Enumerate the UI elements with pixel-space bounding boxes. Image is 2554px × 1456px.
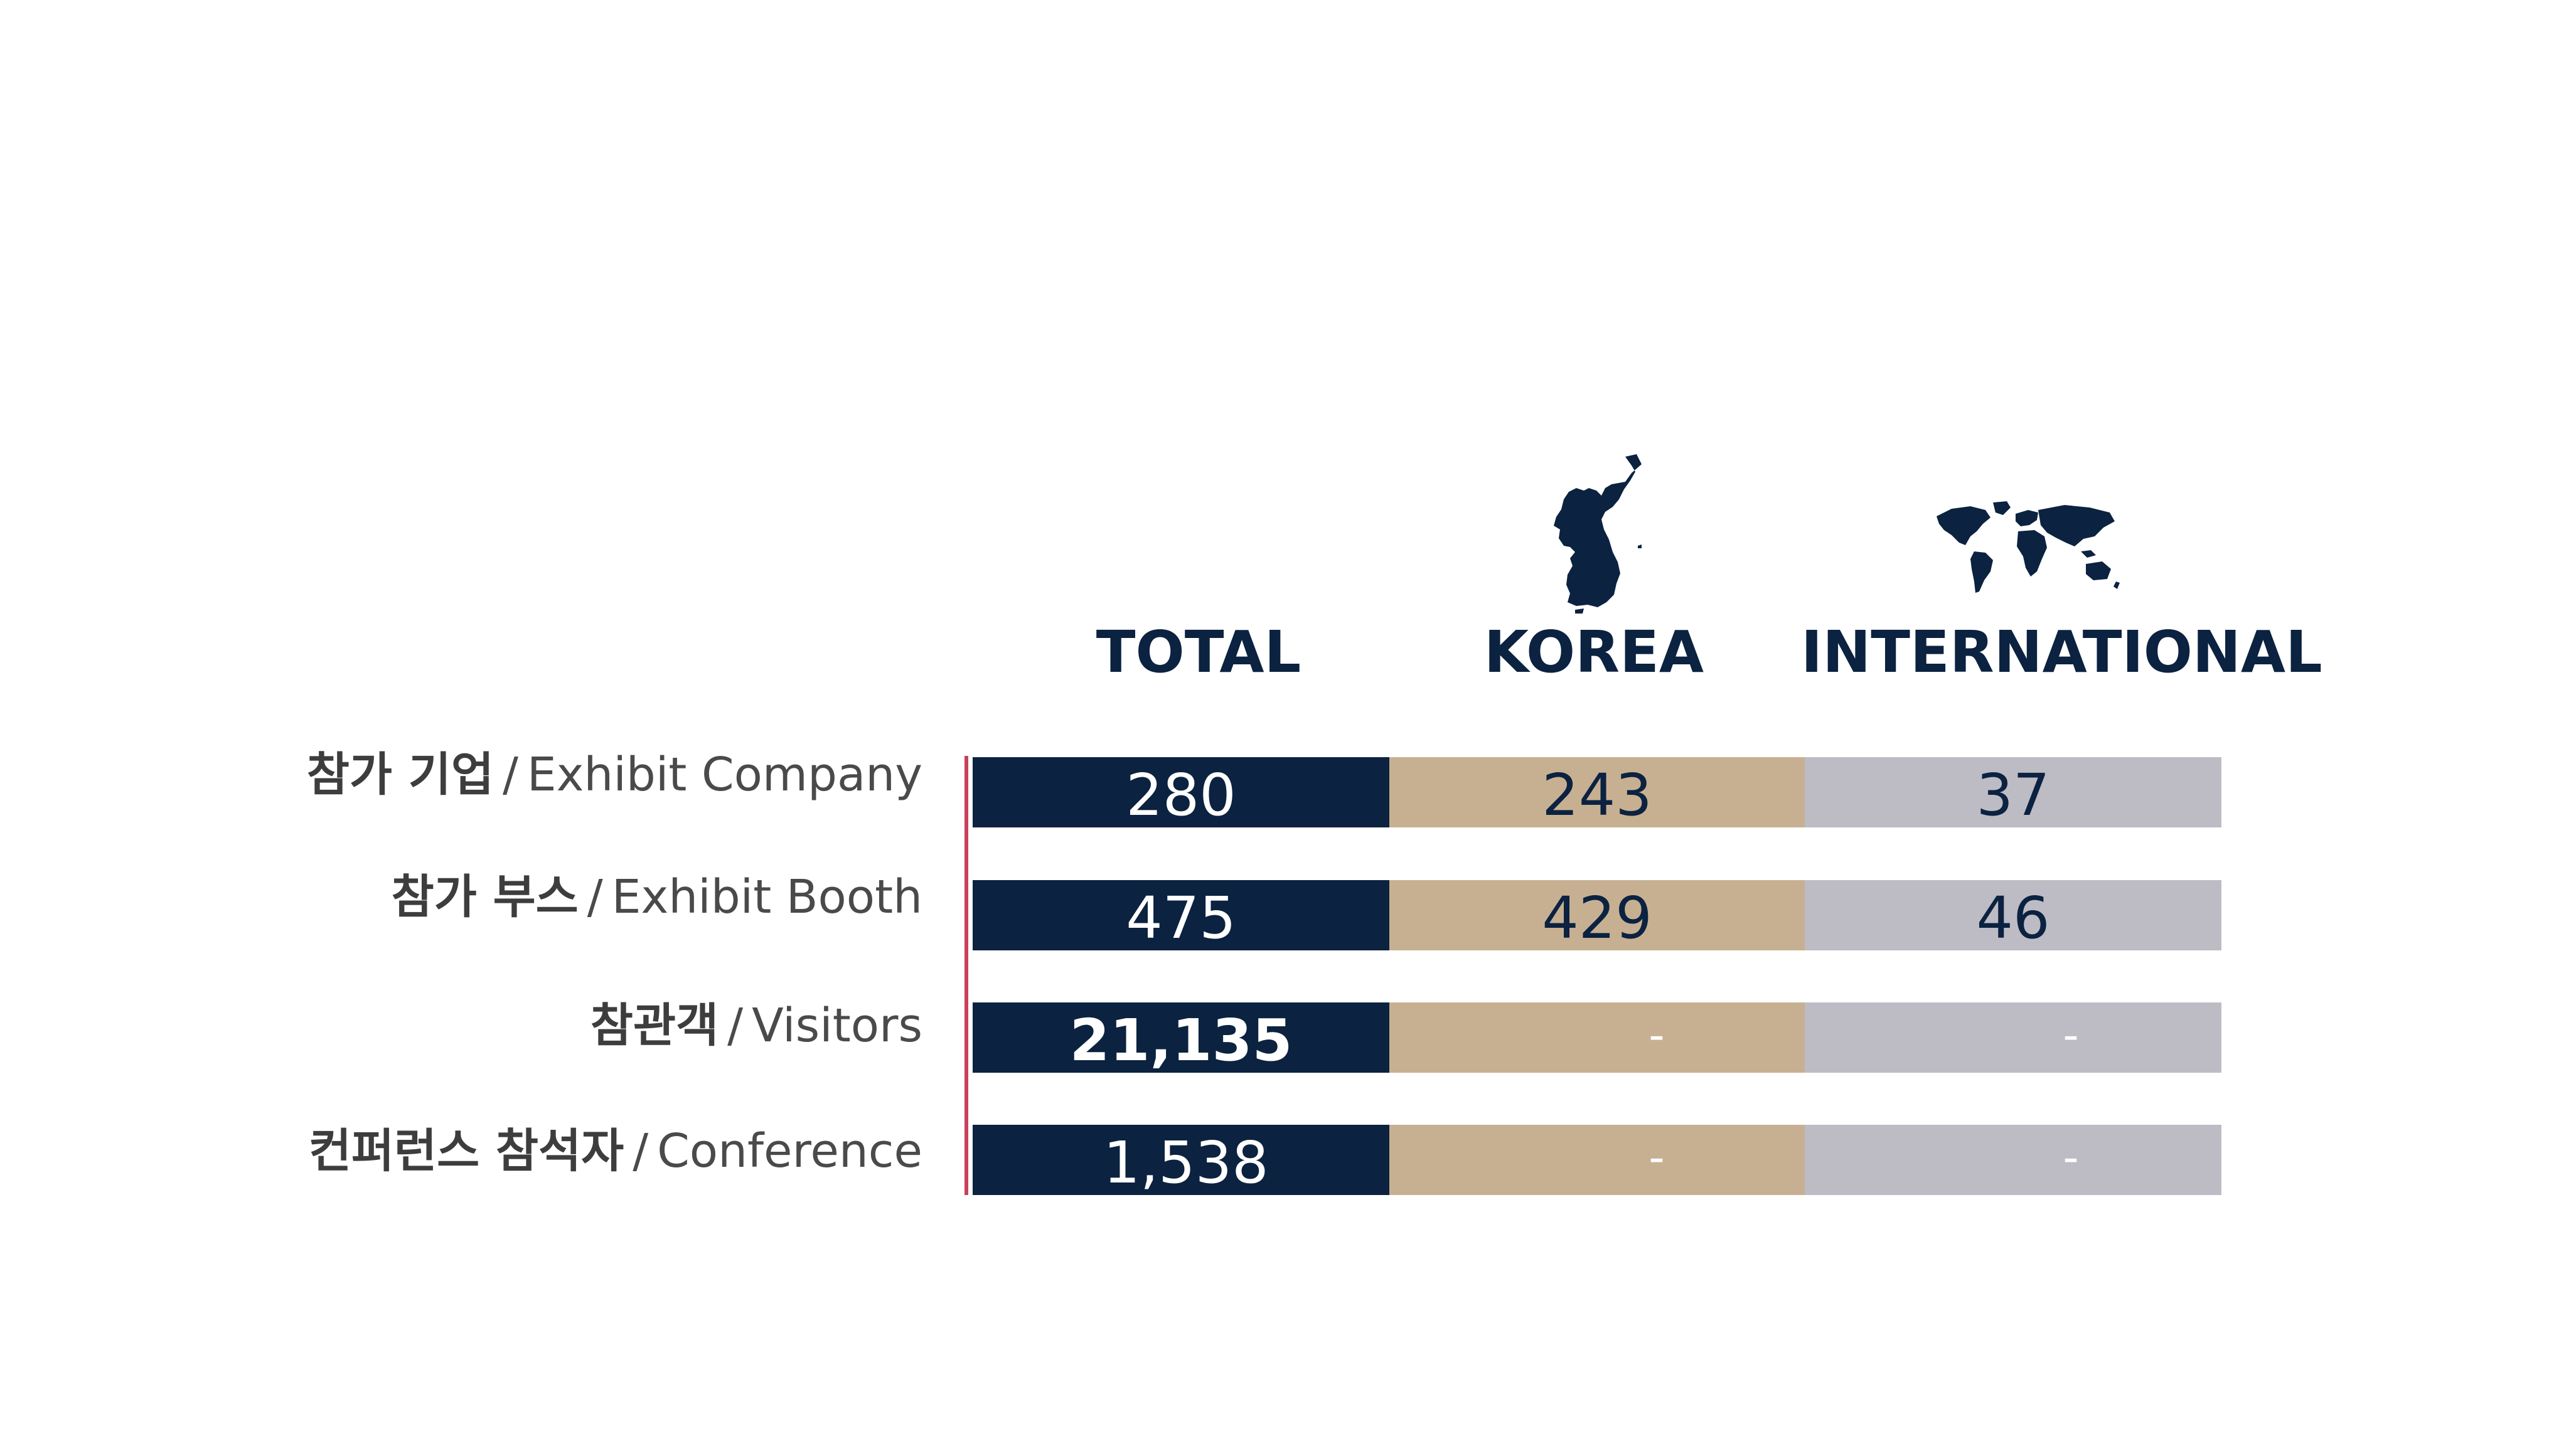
bar-international-exhibit-booth [1805, 880, 2221, 950]
row-label-exhibit-company: 참가 기업 / Exhibit Company [307, 740, 922, 809]
label-separator: / [727, 999, 744, 1053]
value-international-exhibit-booth: 46 [1976, 885, 2050, 952]
value-korea-exhibit-company: 243 [1542, 762, 1652, 829]
bar-international-conference [1805, 1125, 2221, 1195]
row-label-ko: 참가 기업 [306, 748, 494, 802]
bar-korea-exhibit-booth [1389, 880, 1805, 950]
value-korea-visitors: - [1648, 1009, 1665, 1061]
bar-total-conference [973, 1125, 1389, 1195]
column-heading-international: INTERNATIONAL [1801, 619, 2322, 686]
value-total-exhibit-company: 280 [1126, 762, 1236, 829]
label-separator: / [502, 748, 518, 802]
column-heading-korea: KOREA [1483, 619, 1704, 686]
row-label-conference: 컨퍼런스 참석자 / Conference [309, 1117, 922, 1186]
value-international-conference: - [2063, 1132, 2079, 1183]
value-international-exhibit-company: 37 [1976, 762, 2050, 829]
bar-korea-exhibit-company [1389, 757, 1805, 827]
bar-total-visitors [973, 1002, 1389, 1073]
bar-korea-conference [1389, 1125, 1805, 1195]
axis-line [964, 756, 968, 1195]
row-label-ko: 참관객 [590, 999, 719, 1053]
world-map-icon [1937, 501, 2120, 593]
row-label-exhibit-booth: 참가 부스 / Exhibit Booth [392, 863, 922, 932]
label-separator: / [587, 870, 603, 924]
value-total-visitors: 21,135 [1069, 1007, 1293, 1074]
row-label-en: Visitors [752, 999, 922, 1053]
value-korea-conference: - [1648, 1132, 1665, 1183]
column-heading-total: TOTAL [1096, 619, 1301, 686]
bar-international-visitors [1805, 1002, 2221, 1073]
bar-international-exhibit-company [1805, 757, 2221, 827]
value-korea-exhibit-booth: 429 [1542, 885, 1652, 952]
value-international-visitors: - [2063, 1009, 2079, 1061]
row-label-en: Exhibit Booth [611, 870, 922, 924]
value-total-exhibit-booth: 475 [1126, 885, 1236, 952]
label-separator: / [633, 1124, 649, 1178]
value-total-conference: 1,538 [1103, 1129, 1269, 1196]
bar-total-exhibit-booth [973, 880, 1389, 950]
bar-korea-visitors [1389, 1002, 1805, 1073]
row-label-ko: 컨퍼런스 참석자 [308, 1124, 624, 1178]
korea-map-icon [1554, 454, 1642, 614]
row-label-en: Exhibit Company [526, 748, 922, 802]
bar-total-exhibit-company [973, 757, 1389, 827]
row-label-en: Conference [657, 1124, 922, 1178]
row-label-visitors: 참관객 / Visitors [590, 991, 922, 1060]
row-label-ko: 참가 부스 [391, 870, 579, 924]
